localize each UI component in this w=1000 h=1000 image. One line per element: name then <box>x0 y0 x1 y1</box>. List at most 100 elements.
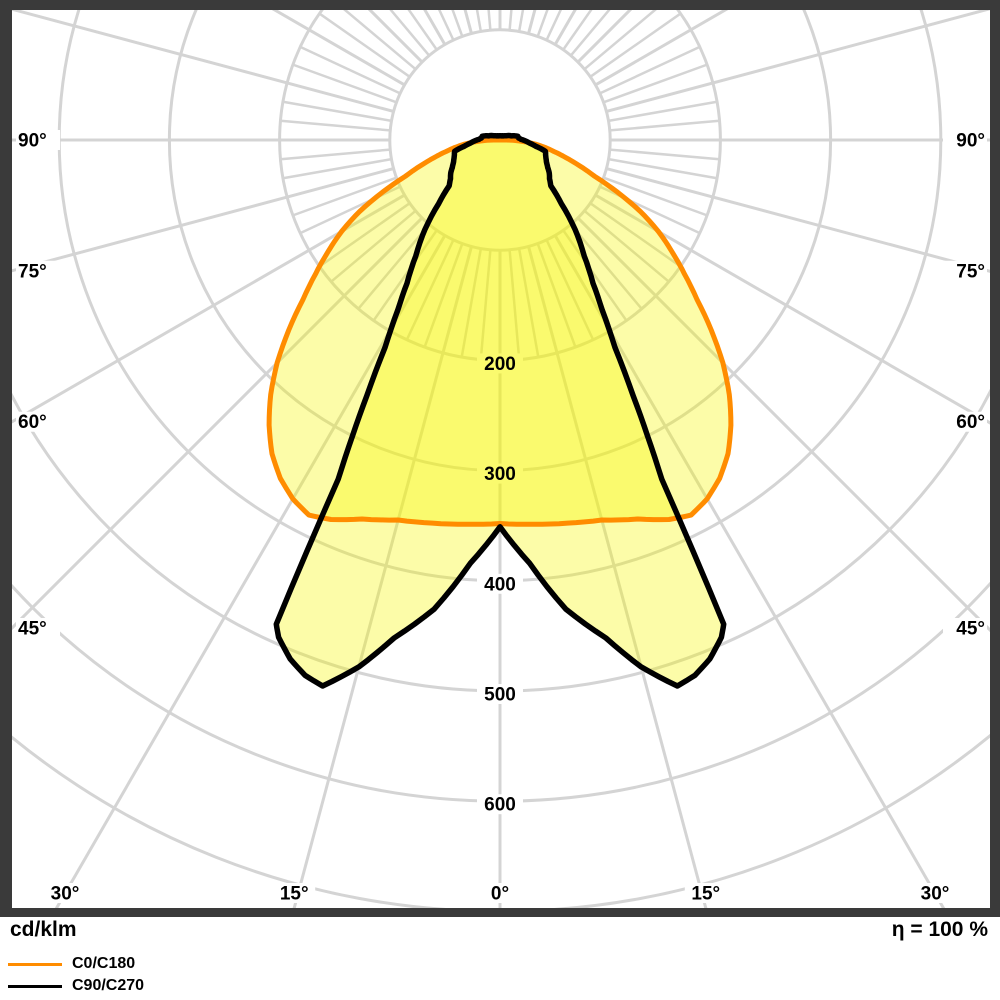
grid-spoke <box>280 119 391 132</box>
grid-spoke <box>389 10 431 57</box>
grid-spoke <box>594 193 990 425</box>
angle-label-left: 90° <box>18 131 47 152</box>
grid-spoke <box>517 248 540 358</box>
label-halo <box>477 794 523 815</box>
grid-spoke <box>475 10 483 32</box>
grid-spoke <box>517 10 525 32</box>
grid-spoke <box>343 10 417 71</box>
grid-spoke <box>576 216 990 633</box>
grid-spoke <box>12 167 394 273</box>
grid-spoke <box>282 157 392 180</box>
legend-line-c0-c180-icon <box>8 962 62 966</box>
grid-spoke <box>553 234 946 908</box>
grid-spoke <box>608 157 718 180</box>
grid-spoke <box>583 209 670 283</box>
efficiency-label: η = 100 % <box>891 918 988 941</box>
grid-spoke <box>423 243 464 348</box>
grid-spoke <box>280 148 391 161</box>
grid-spoke <box>12 193 406 424</box>
chart-labels: 200 300 400 500 600 90° 90° 75° 75° 60° 60° 45° 45° 3… <box>18 131 985 905</box>
grid-spoke <box>545 239 595 341</box>
grid-spoke <box>372 229 438 322</box>
grid-spoke <box>589 12 682 78</box>
ring-value-label: 200 <box>484 354 516 375</box>
legend-label-c90-c270: C90/C270 <box>72 977 145 994</box>
label-halo <box>684 883 727 903</box>
grid-spoke <box>536 10 549 37</box>
grid-spoke <box>282 100 392 123</box>
label-halo <box>479 883 521 903</box>
grid-spoke <box>438 10 455 41</box>
grid-spoke <box>479 249 492 360</box>
angle-label-right: 60° <box>956 412 985 433</box>
ring-value-label: 400 <box>484 574 516 595</box>
chart-frame <box>0 0 1000 917</box>
ring-value-label: 600 <box>484 795 516 816</box>
grid-spoke <box>318 12 411 78</box>
label-halo <box>16 260 60 281</box>
grid-spoke <box>357 223 431 310</box>
curve-strokes <box>266 132 734 689</box>
curve-c0-c180 <box>266 137 734 527</box>
angle-label-bottom: 15° <box>691 884 720 905</box>
grid-spoke <box>54 234 447 908</box>
frame-bar <box>990 0 1000 917</box>
label-halo <box>16 618 60 638</box>
angle-label-left: 75° <box>18 261 47 282</box>
label-halo <box>943 411 987 432</box>
label-halo <box>16 130 60 150</box>
frame-bar <box>0 0 12 917</box>
angle-label-left: 45° <box>18 619 47 640</box>
grid-spoke <box>407 10 438 51</box>
grid-spoke <box>536 243 577 348</box>
label-halo <box>943 618 987 638</box>
grid-spoke <box>609 148 720 161</box>
angle-label-bottom: 30° <box>921 884 950 905</box>
angle-label-bottom: 0° <box>491 884 509 905</box>
label-halo <box>943 130 987 150</box>
grid-spoke <box>603 176 708 217</box>
grid-spoke <box>562 10 593 51</box>
grid-spoke <box>12 10 394 113</box>
legend-line-c90-c270-icon <box>8 984 62 988</box>
legend-label-c0-c180: C0/C180 <box>72 955 136 972</box>
grid-spoke <box>609 119 720 132</box>
grid-spoke <box>606 10 990 113</box>
angle-label-right: 75° <box>956 261 985 282</box>
curve-fill-c0-c180 <box>269 140 731 525</box>
label-halo <box>16 411 60 432</box>
angle-label-bottom: 15° <box>280 884 309 905</box>
label-halo <box>477 353 523 374</box>
grid-spoke <box>569 10 611 57</box>
grid-spoke <box>589 202 682 268</box>
ring-value-label: 500 <box>484 685 516 706</box>
curve-c90-c270 <box>273 132 727 689</box>
grid-spoke <box>292 63 397 104</box>
grid-spoke <box>599 45 701 95</box>
grid-spoke <box>606 167 990 273</box>
grid-spoke <box>545 10 562 41</box>
grid-spoke <box>583 10 657 71</box>
grid-spoke <box>508 249 521 360</box>
angle-label-left: 60° <box>18 412 47 433</box>
grid-spoke <box>292 176 397 217</box>
angle-label-right: 90° <box>956 131 985 152</box>
grid-spoke <box>487 10 492 31</box>
legend: C0/C180 C90/C270 <box>8 953 144 997</box>
grid-spoke <box>330 209 417 283</box>
grid-spoke <box>12 216 424 631</box>
grid-spoke <box>318 202 411 268</box>
label-halo <box>273 883 316 903</box>
frame-bar <box>0 0 1000 10</box>
frame-bar <box>0 908 1000 917</box>
label-halo <box>477 684 523 704</box>
angle-label-right: 45° <box>956 619 985 640</box>
grid-spoke <box>569 223 643 310</box>
grid-spoke <box>562 229 628 322</box>
label-halo <box>44 883 86 903</box>
label-halo <box>914 883 956 903</box>
legend-item-c0-c180: C0/C180 <box>8 953 144 975</box>
grid-spoke <box>508 10 513 31</box>
